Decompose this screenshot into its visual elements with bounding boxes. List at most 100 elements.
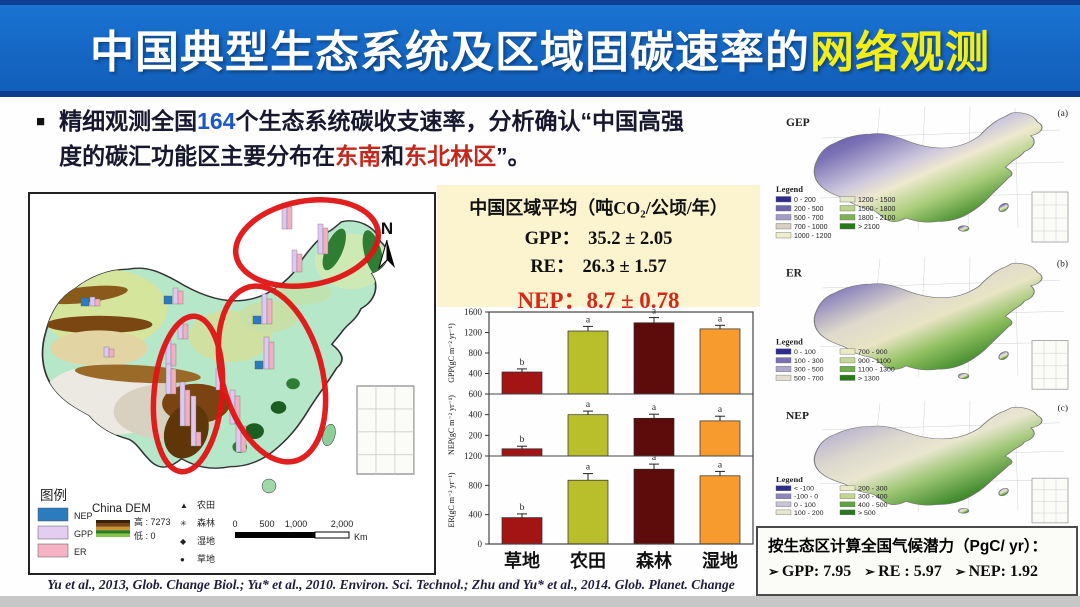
legend-item: 1200 - 1500	[858, 197, 895, 204]
legend-swatch-gpp	[37, 525, 69, 540]
legend-label-er: ER	[74, 547, 87, 557]
bar-NEP-2	[633, 417, 675, 457]
bar-NEP-3	[699, 420, 741, 457]
y-tick-label: 1600	[464, 307, 483, 317]
legend-item: 0 - 100	[794, 502, 816, 509]
bar-ER-0	[501, 517, 543, 545]
potential-item-nep: ➢ NEP: 1.92	[955, 563, 1038, 581]
legend-swatch-er	[37, 543, 69, 558]
y-axis-label-ER: ER(gC m⁻² yr⁻¹)	[447, 472, 456, 527]
bullet-block: ■ 精细观测全国164个生态系统碳收支速率，分析确认“中国高强 度的碳汇功能区主…	[36, 104, 760, 173]
legend-swatch-nep	[37, 507, 69, 522]
sig-letter: a	[586, 400, 591, 410]
legend-swatch	[839, 501, 856, 507]
sig-letter: a	[586, 315, 591, 325]
y-tick-label: 200	[469, 430, 483, 440]
potential-value: 1.92	[1009, 563, 1038, 580]
bullet-text-part: 精细观测全国	[59, 108, 198, 134]
legend-item: < -100	[794, 486, 814, 493]
bar-GPP-0	[501, 371, 543, 395]
map-er-legend: Legend 0 - 100 100 - 300 300 - 500 500 - 700…	[775, 338, 895, 383]
sig-letter: a	[652, 453, 657, 463]
map-gep-legend: Legend 0 - 200 200 - 500 500 - 700 700 - 100…	[775, 184, 895, 240]
legend-swatch	[775, 214, 792, 221]
bullet-text-part: ”。	[496, 142, 531, 169]
map-name: NEP	[786, 411, 809, 422]
north-arrow: N	[377, 219, 395, 270]
legend-item: 500 - 700	[794, 376, 824, 383]
stats-title: 中国区域平均（吨CO₂/公顷/年）	[469, 198, 728, 218]
highlight-ellipses	[150, 197, 382, 475]
bar-GPP-1	[567, 330, 609, 395]
flux-bar-chart: 400 800 1200 1600 b a a a GPP(gC m⁻² yr⁻¹) 200 400…	[441, 306, 761, 576]
sig-letter: a	[718, 405, 723, 415]
china-dem-map-panel: N 图例 NEP GPP ER China DEM	[28, 192, 436, 575]
legend-swatch	[839, 366, 856, 372]
legend-swatch	[839, 205, 856, 212]
north-label: N	[381, 219, 393, 238]
y-tick-label: 400	[469, 410, 483, 420]
legend-title: 图例	[40, 488, 67, 503]
map-name: ER	[786, 267, 803, 279]
x-category-label: 森林	[636, 550, 672, 571]
stats-value: 26.3 ± 1.57	[582, 257, 667, 277]
x-category-label: 草地	[504, 550, 540, 571]
dem-ramp	[96, 520, 130, 537]
y-axis-label-NEP: NEP(gC m⁻² yr⁻¹)	[447, 395, 456, 455]
stats-row-nep: NEP：8.7 ± 0.78	[437, 281, 760, 315]
south-china-sea-inset	[1031, 477, 1069, 524]
map-tag: (b)	[1057, 259, 1068, 270]
cropland-symbol-label: 农田	[197, 499, 215, 510]
legend-label-nep: NEP	[74, 511, 93, 521]
forest-symbol-label: 森林	[197, 517, 215, 528]
sig-letter: a	[718, 460, 723, 470]
page-title: 中国典型生态系统及区域固碳速率的	[90, 28, 810, 77]
map-gep: GEP (a) Legend 0 - 200 200 - 500 500 - 700 7…	[760, 100, 1080, 250]
legend-title: Legend	[776, 338, 803, 347]
china-dem-map-svg: N 图例 NEP GPP ER China DEM	[37, 197, 415, 564]
y-tick-label: 1200	[464, 328, 483, 338]
bottom-strip	[0, 596, 1080, 607]
regional-average-box: 中国区域平均（吨CO₂/公顷/年） GPP： 35.2 ± 2.05 RE： 26.…	[437, 185, 760, 313]
legend-item: > 500	[858, 510, 876, 517]
y-tick-label: 400	[469, 369, 483, 379]
legend-swatch	[775, 374, 792, 381]
legend-item: 300 - 400	[858, 494, 888, 501]
legend-swatch	[775, 485, 792, 491]
south-china-sea-inset	[1031, 340, 1069, 390]
grassland-symbol-icon: ●	[180, 555, 185, 564]
map-tag: (a)	[1057, 108, 1068, 119]
legend-swatch	[775, 205, 792, 212]
bar-ER-3	[699, 475, 741, 545]
hainan-island	[261, 478, 277, 494]
bullet-region-southeast: 东南	[335, 142, 382, 169]
scale-tick: 2,000	[331, 519, 354, 529]
legend-item: 0 - 100	[794, 349, 816, 356]
arrow-icon: ➢	[768, 564, 779, 579]
legend-item: > 1300	[858, 376, 880, 383]
legend-swatch	[775, 357, 792, 364]
bullet-region-northeast-forest: 东北林区	[404, 142, 497, 169]
legend-item: 500 - 700	[794, 215, 824, 222]
scale-unit: Km	[354, 532, 368, 542]
dem-title: China DEM	[92, 503, 151, 515]
climate-potential-box: 按生态区计算全国气候潜力（PgC/ yr）： ➢ GPP: 7.95 ➢ RE : …	[756, 526, 1078, 596]
legend-swatch	[839, 374, 856, 381]
cropland-symbol-icon: ▲	[180, 501, 188, 510]
arrow-icon: ➢	[864, 564, 876, 579]
legend-item: 400 - 500	[858, 502, 888, 509]
legend-item: 700 - 1000	[794, 224, 828, 231]
legend-item: 1800 - 2100	[858, 215, 895, 222]
map-tag: (c)	[1057, 403, 1068, 412]
wetland-symbol-label: 湿地	[197, 535, 215, 546]
grassland-symbol-label: 草地	[197, 553, 215, 564]
forest-symbol-icon: ✳	[180, 519, 187, 528]
sig-letter: a	[718, 314, 723, 324]
dem-high-value: 高 : 7273	[134, 516, 171, 527]
legend-item: 300 - 500	[794, 367, 824, 374]
y-axis-label-GPP: GPP(gC m⁻² yr⁻¹)	[447, 323, 456, 383]
